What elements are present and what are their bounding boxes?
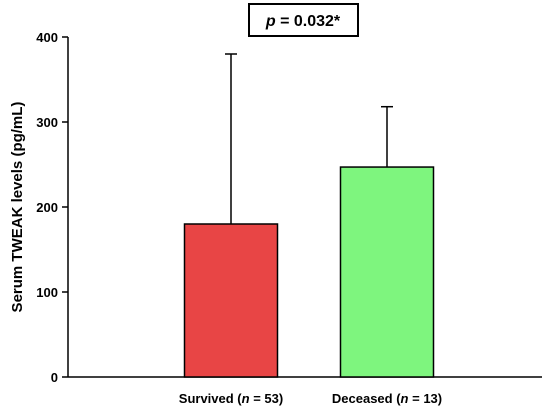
n-count: = 13) [409, 391, 443, 406]
y-tick-label: 400 [36, 30, 58, 45]
p-value-text: p = 0.032* [265, 13, 341, 30]
y-tick-label: 200 [36, 200, 58, 215]
p-value-annotation: p = 0.032* [248, 3, 359, 37]
p-value: = 0.032* [276, 13, 341, 30]
x-tick-label: Deceased (n = 13) [332, 391, 442, 406]
x-tick-label: Survived (n = 53) [179, 391, 283, 406]
p-symbol: p [265, 13, 276, 30]
bar-survived [183, 223, 279, 378]
annotation-box [248, 3, 359, 37]
n-count: = 53) [250, 391, 284, 406]
category-name: Deceased ( [332, 391, 401, 406]
bar-deceased [339, 166, 435, 378]
y-axis-label: Serum TWEAK levels (pg/mL) [9, 102, 26, 313]
y-tick-label: 300 [36, 115, 58, 130]
y-tick-label: 100 [36, 285, 58, 300]
y-ticks: 0 100 200 300 400 [36, 30, 68, 385]
category-name: Survived ( [179, 391, 243, 406]
error-bars [225, 53, 393, 224]
x-tick-labels: Survived (n = 53) Deceased (n = 13) [179, 391, 442, 406]
axes [67, 37, 542, 378]
y-tick-label: 0 [51, 370, 58, 385]
bars [183, 166, 435, 378]
n-symbol: n [242, 391, 250, 406]
n-symbol: n [401, 391, 409, 406]
